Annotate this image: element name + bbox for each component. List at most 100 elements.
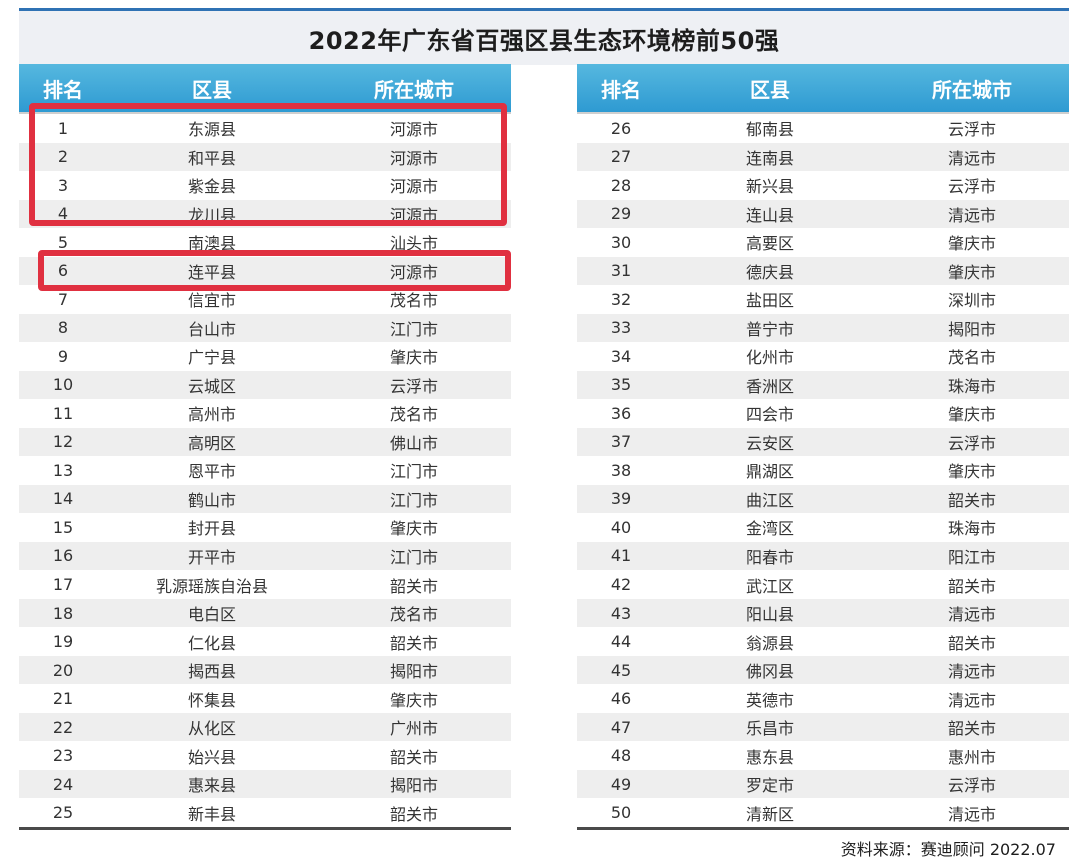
city-cell: 清远市 xyxy=(947,605,996,625)
header-city: 所在城市 xyxy=(932,77,1012,102)
county-cell: 封开县 xyxy=(187,519,236,539)
table-row: 3 紫金县 河源市 xyxy=(19,171,511,200)
ranking-table-right: 排名 区县 所在城市 26 郁南县 云浮市 27 连南县 清远市 28 新兴县 云浮市 29 连山县… xyxy=(577,64,1069,830)
table-row: 17 乳源瑶族自治县 韶关市 xyxy=(19,570,511,599)
table-row: 15 封开县 肇庆市 xyxy=(19,513,511,542)
county-cell: 连平县 xyxy=(187,262,236,282)
rank-cell: 9 xyxy=(57,346,69,366)
table-row: 39 曲江区 韶关市 xyxy=(577,484,1069,514)
county-cell: 翁源县 xyxy=(745,633,794,653)
title-top-rule xyxy=(19,8,1069,11)
county-cell: 化州市 xyxy=(745,348,794,368)
city-cell: 广州市 xyxy=(389,719,438,739)
table-row: 25 新丰县 韶关市 xyxy=(19,798,511,827)
table-row: 18 电白区 茂名市 xyxy=(19,598,511,628)
city-cell: 肇庆市 xyxy=(947,462,996,482)
table-row: 33 普宁市 揭阳市 xyxy=(577,313,1069,343)
rank-cell: 20 xyxy=(52,660,74,680)
county-cell: 盐田区 xyxy=(745,291,794,311)
rank-cell: 18 xyxy=(52,603,74,623)
rank-cell: 26 xyxy=(610,118,632,138)
county-cell: 恩平市 xyxy=(187,462,236,482)
rank-cell: 36 xyxy=(610,403,632,423)
rank-cell: 14 xyxy=(52,489,74,509)
table-row: 9 广宁县 肇庆市 xyxy=(19,342,511,371)
city-cell: 韶关市 xyxy=(389,633,438,653)
table-row: 32 盐田区 深圳市 xyxy=(577,285,1069,314)
table-row: 35 香洲区 珠海市 xyxy=(577,370,1069,400)
county-cell: 德庆县 xyxy=(745,262,794,282)
table-row: 40 金湾区 珠海市 xyxy=(577,513,1069,542)
city-cell: 揭阳市 xyxy=(389,776,438,796)
table-body: 26 郁南县 云浮市 27 连南县 清远市 28 新兴县 云浮市 29 连山县 清远市 30 高要区 肇庆市… xyxy=(577,114,1069,827)
city-cell: 清远市 xyxy=(947,690,996,710)
table-row: 21 怀集县 肇庆市 xyxy=(19,684,511,713)
rank-cell: 48 xyxy=(610,746,632,766)
county-cell: 惠来县 xyxy=(187,776,236,796)
county-cell: 阳春市 xyxy=(745,547,794,567)
rank-cell: 2 xyxy=(57,147,69,167)
rank-cell: 47 xyxy=(610,717,632,737)
county-cell: 惠东县 xyxy=(745,747,794,767)
county-cell: 揭西县 xyxy=(187,662,236,682)
city-cell: 揭阳市 xyxy=(389,662,438,682)
table-row: 49 罗定市 云浮市 xyxy=(577,769,1069,799)
county-cell: 高明区 xyxy=(187,433,236,453)
highlight-box-rows-1-4 xyxy=(29,103,507,226)
table-row: 13 恩平市 江门市 xyxy=(19,456,511,485)
rank-cell: 12 xyxy=(52,432,74,452)
rank-cell: 27 xyxy=(610,147,632,167)
table-row: 27 连南县 清远市 xyxy=(577,142,1069,172)
rank-cell: 7 xyxy=(57,289,69,309)
city-cell: 茂名市 xyxy=(389,605,438,625)
city-cell: 肇庆市 xyxy=(947,234,996,254)
rank-cell: 10 xyxy=(52,375,74,395)
city-cell: 云浮市 xyxy=(947,120,996,140)
header-rank: 排名 xyxy=(43,77,83,102)
table-row: 2 和平县 河源市 xyxy=(19,142,511,172)
county-cell: 高要区 xyxy=(745,234,794,254)
rank-cell: 15 xyxy=(52,517,74,537)
city-cell: 肇庆市 xyxy=(389,690,438,710)
city-cell: 韶关市 xyxy=(389,576,438,596)
city-cell: 清远市 xyxy=(947,804,996,824)
county-cell: 清新区 xyxy=(745,804,794,824)
table-row: 1 东源县 河源市 xyxy=(19,114,511,143)
table-body: 1 东源县 河源市 2 和平县 河源市 3 紫金县 河源市 4 龙川县 河源市 5 南澳县 汕头市 6 连平县河… xyxy=(19,114,511,827)
table-row: 45 佛冈县 清远市 xyxy=(577,655,1069,685)
city-cell: 珠海市 xyxy=(947,376,996,396)
city-cell: 河源市 xyxy=(389,120,438,140)
city-cell: 阳江市 xyxy=(947,547,996,567)
city-cell: 江门市 xyxy=(389,319,438,339)
page-title: 2022年广东省百强区县生态环境榜前50强 xyxy=(308,26,780,55)
county-cell: 郁南县 xyxy=(745,120,794,140)
rank-cell: 34 xyxy=(610,346,632,366)
source-note: 资料来源：赛迪顾问 2022.07 xyxy=(840,840,1056,859)
table-bottom-rule xyxy=(19,826,511,830)
rank-cell: 50 xyxy=(610,803,632,823)
county-cell: 南澳县 xyxy=(187,234,236,254)
county-cell: 武江区 xyxy=(745,576,794,596)
rank-cell: 44 xyxy=(610,632,632,652)
city-cell: 肇庆市 xyxy=(389,519,438,539)
county-cell: 阳山县 xyxy=(745,605,794,625)
rank-cell: 39 xyxy=(610,489,632,509)
county-cell: 普宁市 xyxy=(745,319,794,339)
table-row: 29 连山县 清远市 xyxy=(577,199,1069,229)
table-row: 12 高明区 佛山市 xyxy=(19,427,511,457)
table-row: 48 惠东县 惠州市 xyxy=(577,741,1069,770)
city-cell: 汕头市 xyxy=(389,234,438,254)
header-city: 所在城市 xyxy=(374,77,454,102)
city-cell: 云浮市 xyxy=(389,376,438,396)
table-row: 24 惠来县 揭阳市 xyxy=(19,769,511,799)
county-cell: 乳源瑶族自治县 xyxy=(155,576,268,596)
rank-cell: 30 xyxy=(610,232,632,252)
table-row: 10 云城区 云浮市 xyxy=(19,370,511,400)
header-county: 区县 xyxy=(750,77,790,102)
county-cell: 东源县 xyxy=(187,120,236,140)
city-cell: 肇庆市 xyxy=(947,262,996,282)
county-cell: 云城区 xyxy=(187,376,236,396)
county-cell: 连山县 xyxy=(745,205,794,225)
table-row: 47 乐昌市 韶关市 xyxy=(577,712,1069,742)
county-cell: 广宁县 xyxy=(187,348,236,368)
